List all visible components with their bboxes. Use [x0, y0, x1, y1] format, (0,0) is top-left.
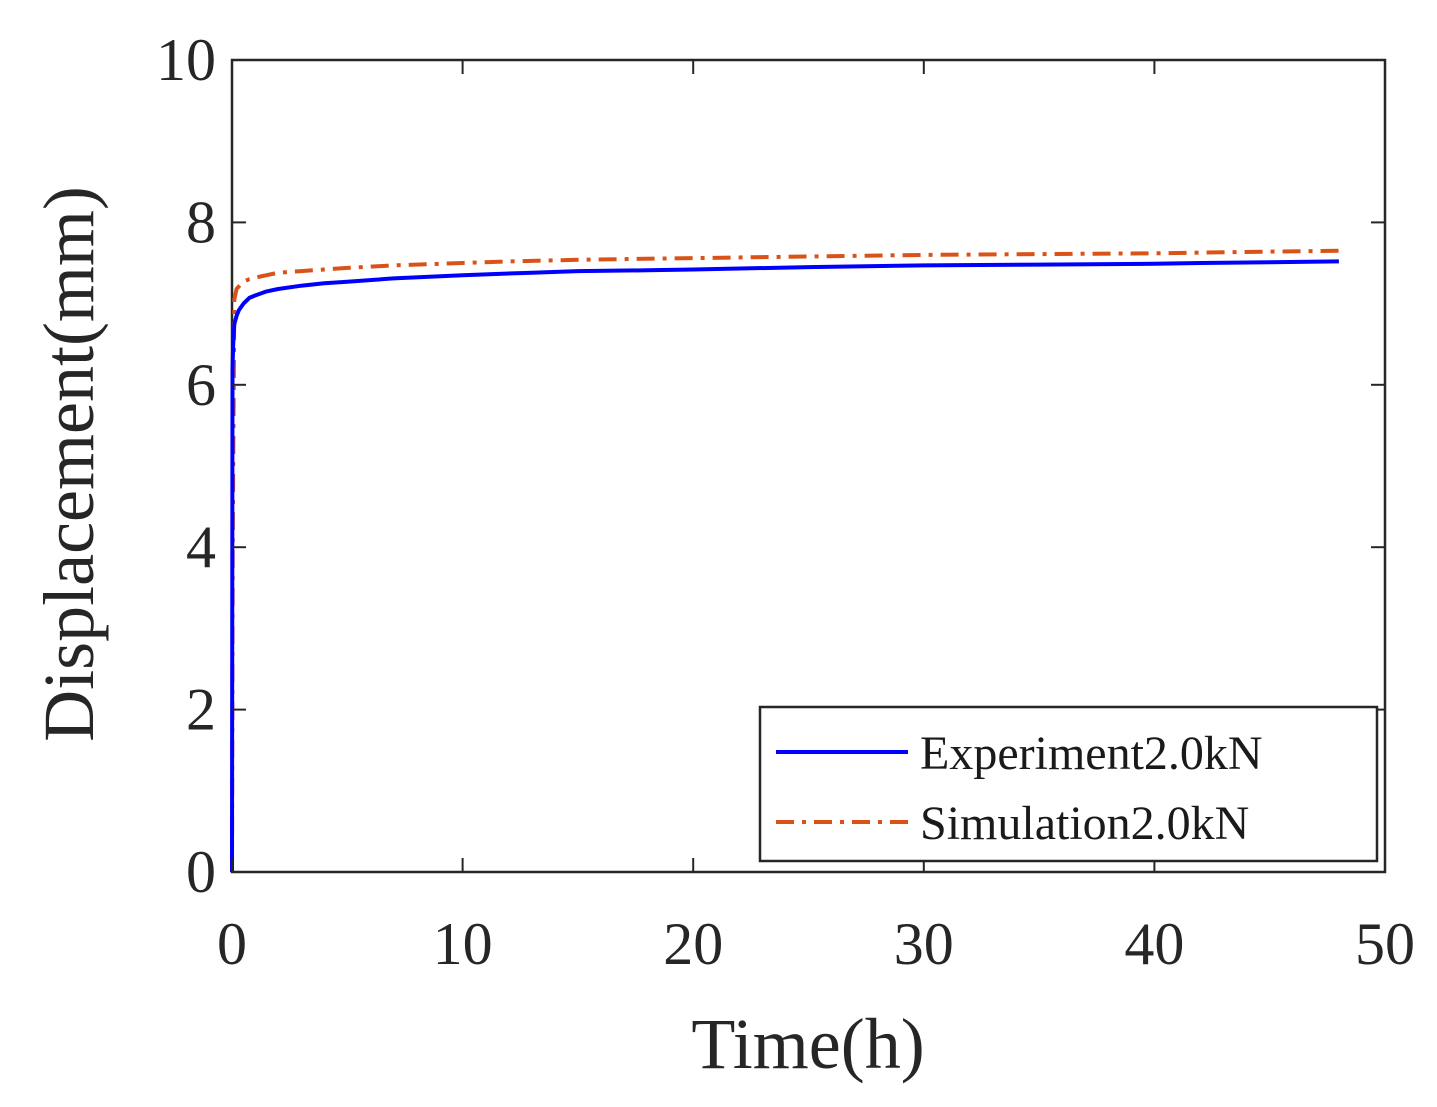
legend-label: Experiment2.0kN — [920, 727, 1263, 780]
y-tick-label: 2 — [186, 677, 216, 743]
x-tick-label: 10 — [433, 911, 493, 977]
series-line-simulation2-0kn — [230, 248, 1339, 873]
x-axis-title: Time(h) — [691, 1004, 924, 1084]
tick-layer: 0 10 20 30 40 50 0 2 4 6 8 10 — [156, 27, 1415, 977]
legend: Experiment2.0kN Simulation2.0kN — [758, 705, 1379, 863]
y-tick-label: 0 — [186, 839, 216, 905]
legend-label: Simulation2.0kN — [920, 797, 1249, 850]
y-tick-label: 6 — [186, 352, 216, 418]
x-tick-label: 40 — [1124, 911, 1184, 977]
y-axis-title: Displacement(mm) — [29, 186, 109, 742]
series-layer — [230, 248, 1339, 873]
x-tick-label: 0 — [217, 911, 247, 977]
y-tick-label: 10 — [156, 27, 216, 93]
legend-box — [758, 705, 1379, 863]
series-line-experiment2-0kn — [230, 259, 1339, 873]
y-tick-label: 4 — [186, 514, 216, 580]
y-tick-label: 8 — [186, 189, 216, 255]
x-tick-label: 50 — [1355, 911, 1415, 977]
x-tick-label: 20 — [663, 911, 723, 977]
x-tick-label: 30 — [894, 911, 954, 977]
